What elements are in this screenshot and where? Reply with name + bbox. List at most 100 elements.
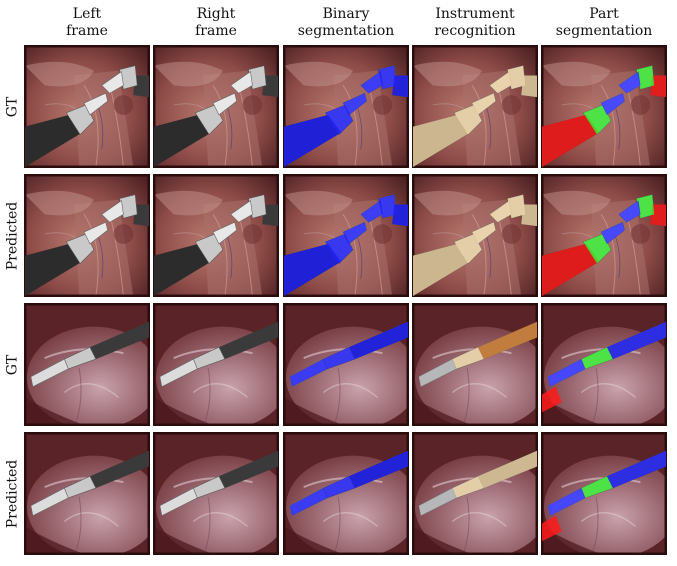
- instrument-shaft: [218, 321, 278, 360]
- surgical-image: [25, 433, 149, 554]
- surgical-image: [284, 46, 408, 167]
- image-tile-right-gt: [153, 303, 279, 426]
- instrument-class-mask: [413, 114, 471, 167]
- instrument-class-mask: [521, 75, 537, 98]
- instrument-clasper: [159, 487, 198, 517]
- binary-mask: [360, 200, 383, 223]
- surgical-image: [284, 175, 408, 296]
- surgical-image: [542, 304, 666, 425]
- instrument-clasper: [212, 92, 237, 116]
- instrument-shaft: [218, 450, 278, 489]
- part-shaft-mask: [650, 204, 666, 227]
- instrument-shaft: [89, 450, 149, 489]
- instrument-class-mask: [472, 222, 496, 244]
- binary-mask: [323, 347, 355, 369]
- instrument-shaft: [154, 114, 212, 167]
- part-clasper-mask: [618, 200, 641, 223]
- column-header-instrument-recognition: Instrument recognition: [434, 6, 516, 39]
- binary-mask: [323, 476, 355, 498]
- instrument-shaft: [133, 204, 149, 227]
- instrument-class-mask: [477, 321, 537, 360]
- part-shaft-mask: [542, 243, 600, 296]
- surgical-image: [284, 433, 408, 554]
- binary-mask: [343, 93, 367, 115]
- image-tile-instrument-gt: [412, 45, 538, 168]
- instrument-class-mask: [489, 71, 512, 94]
- part-shaft-mask: [606, 450, 666, 489]
- binary-mask: [378, 65, 397, 90]
- part-clasper-mask: [601, 222, 625, 244]
- image-tile-part-gt: [541, 45, 667, 168]
- surgical-image: [284, 304, 408, 425]
- binary-mask: [348, 321, 408, 360]
- instrument-shaft: [133, 75, 149, 98]
- part-wrist-mask: [636, 194, 655, 219]
- instrument-class-mask: [452, 476, 484, 498]
- instrument-shaft: [25, 243, 83, 296]
- binary-mask: [360, 71, 383, 94]
- part-shaft-mask: [606, 321, 666, 360]
- instrument-clasper: [30, 358, 69, 388]
- row-label-gt-2: GT: [4, 354, 20, 375]
- image-tile-binary-pred: [283, 174, 409, 297]
- image-tile-instrument-pred: [412, 174, 538, 297]
- instrument-shaft: [154, 243, 212, 296]
- instrument-class-mask: [413, 243, 471, 296]
- image-tile-instrument-gt: [412, 303, 538, 426]
- surgical-image: [542, 433, 666, 554]
- instrument-class-mask: [454, 234, 482, 264]
- surgical-image: [25, 175, 149, 296]
- binary-mask: [392, 75, 408, 98]
- instrument-class-mask: [507, 194, 526, 219]
- instrument-wrist: [194, 104, 224, 136]
- row-label-gt-1: GT: [4, 96, 20, 117]
- instrument-class-mask: [418, 359, 457, 387]
- instrument-shaft: [262, 75, 278, 98]
- part-wrist-mask: [583, 234, 611, 264]
- surgical-image: [154, 46, 278, 167]
- surgical-image: [413, 433, 537, 554]
- binary-mask: [392, 204, 408, 227]
- part-shaft-mask: [542, 515, 562, 542]
- binary-mask: [348, 450, 408, 489]
- instrument-shaft: [25, 114, 83, 167]
- image-tile-left-pred: [24, 174, 150, 297]
- part-shaft-mask: [542, 114, 600, 167]
- image-tile-part-gt: [541, 303, 667, 426]
- part-wrist-mask: [583, 105, 611, 135]
- part-wrist-mask: [581, 476, 613, 498]
- image-tile-instrument-pred: [412, 432, 538, 555]
- instrument-clasper: [212, 221, 237, 245]
- surgical-image: [413, 175, 537, 296]
- instrument-wrist: [65, 233, 95, 265]
- surgical-image: [413, 46, 537, 167]
- surgical-image: [154, 304, 278, 425]
- instrument-clasper: [83, 221, 108, 245]
- instrument-class-mask: [489, 200, 512, 223]
- binary-mask: [325, 105, 353, 135]
- instrument-class-mask: [454, 105, 482, 135]
- instrument-shaft: [89, 321, 149, 360]
- surgical-image: [154, 433, 278, 554]
- image-tile-left-gt: [24, 303, 150, 426]
- column-header-binary-segmentation: Binary segmentation: [297, 6, 395, 39]
- instrument-class-mask: [477, 450, 537, 489]
- part-shaft-mask: [650, 75, 666, 98]
- part-clasper-mask: [547, 359, 586, 387]
- instrument-class-mask: [521, 204, 537, 227]
- image-tile-right-gt: [153, 45, 279, 168]
- binary-mask: [378, 194, 397, 219]
- part-clasper-mask: [601, 93, 625, 115]
- instrument-clasper: [230, 200, 253, 223]
- surgical-image: [25, 46, 149, 167]
- surgical-image: [25, 304, 149, 425]
- column-header-right-frame: Right frame: [195, 6, 237, 39]
- image-tile-binary-pred: [283, 432, 409, 555]
- part-clasper-mask: [618, 71, 641, 94]
- binary-mask: [284, 243, 342, 296]
- instrument-class-mask: [452, 347, 484, 369]
- image-tile-left-gt: [24, 45, 150, 168]
- surgical-image: [413, 304, 537, 425]
- image-tile-binary-gt: [283, 45, 409, 168]
- surgical-image: [542, 46, 666, 167]
